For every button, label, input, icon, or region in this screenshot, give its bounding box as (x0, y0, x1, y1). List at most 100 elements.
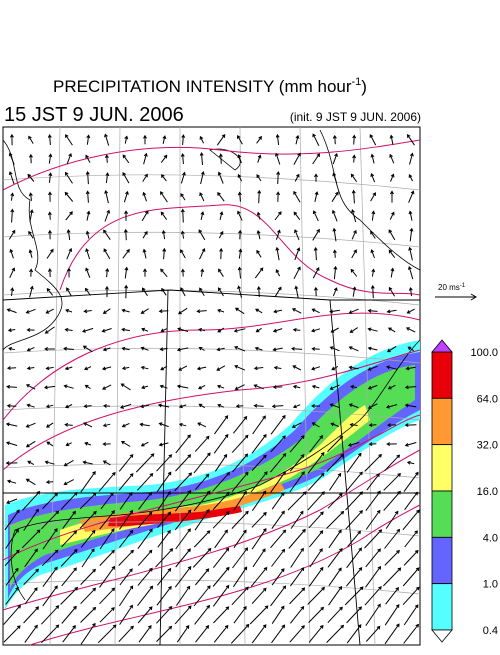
precip-moderate (8, 352, 420, 600)
wind-arrow (194, 509, 210, 531)
wind-arrow (312, 267, 320, 279)
wind-arrow (28, 230, 34, 239)
wind-arrow (289, 454, 305, 472)
wind-arrow (237, 266, 242, 279)
wind-arrow (404, 442, 417, 447)
color-legend: 100.0 64.0 32.0 16.0 4.0 1.0 0.4 (431, 339, 498, 643)
wind-arrow (294, 173, 300, 182)
wind-arrow (192, 547, 212, 568)
wind-arrow (195, 568, 210, 586)
wind-arrow (195, 625, 210, 643)
wind-arrow (25, 308, 36, 314)
legend-under (431, 629, 453, 643)
legend-swatch (431, 444, 453, 492)
wind-arrow (408, 210, 413, 221)
wind-arrow (350, 384, 358, 389)
wind-arrow (234, 346, 246, 352)
wind-arrow (6, 384, 17, 389)
wind-arrow (24, 548, 38, 568)
wind-arrow (137, 511, 153, 529)
wind-arrow (8, 171, 15, 185)
wind-arrow (47, 191, 52, 202)
wind-arrow (213, 433, 229, 454)
wind-arrow (178, 404, 187, 409)
wind-arrow (142, 173, 148, 182)
wind-arrow (390, 173, 395, 182)
valid-time: 15 JST 9 JUN. 2006 (4, 104, 184, 126)
wind-arrow (118, 625, 134, 643)
wind-arrow (102, 423, 111, 428)
wind-arrow (384, 623, 400, 645)
wind-arrow (251, 527, 267, 550)
wind-arrow (346, 452, 362, 473)
wind-arrow (312, 228, 320, 241)
wind-arrow (367, 327, 378, 332)
wind-arrow (63, 459, 74, 467)
wind-arrow (213, 606, 230, 624)
wind-arrow (5, 441, 18, 446)
wind-arrow (328, 567, 342, 587)
wind-arrow (141, 385, 149, 390)
wind-arrow (404, 385, 417, 390)
wind-scale-label: 20 ms-1 (438, 283, 466, 292)
wind-arrow (199, 135, 205, 144)
title: PRECIPITATION INTENSITY (mm hour-1) (53, 76, 367, 96)
wind-arrow (103, 229, 111, 240)
wind-arrow (386, 309, 397, 314)
wind-arrow (139, 422, 150, 427)
wind-arrow (41, 624, 60, 644)
wind-arrow (409, 152, 414, 165)
wind-arrow (216, 347, 225, 352)
wind-arrow (104, 189, 109, 204)
wind-arrow (217, 308, 225, 313)
wind-arrow (370, 192, 376, 202)
wind-arrow (121, 366, 130, 371)
wind-arrow (250, 471, 268, 493)
wind-arrow (217, 384, 225, 389)
wind-arrow (384, 603, 400, 626)
wind-arrow (159, 347, 168, 352)
wind-arrow (175, 454, 192, 472)
wind-arrow (160, 328, 167, 333)
wind-arrow (45, 480, 54, 485)
wind-arrow (330, 422, 339, 427)
legend-swatch (431, 351, 453, 399)
legend-label: 0.4 (483, 625, 498, 637)
wind-arrow (389, 134, 394, 145)
wind-arrow (294, 229, 300, 241)
wind-arrow (28, 153, 33, 164)
wind-arrow (101, 366, 112, 371)
wind-arrow (327, 547, 343, 568)
wind-arrow (124, 135, 129, 144)
wind-arrow (352, 286, 357, 297)
wind-arrow (121, 308, 130, 313)
wind-arrow (390, 267, 395, 278)
wind-arrow (64, 327, 73, 332)
wind-arrow (84, 287, 91, 296)
wind-arrow (367, 308, 378, 313)
wind-arrow (26, 327, 35, 332)
wind-arrow (367, 365, 378, 371)
wind-arrow (85, 248, 91, 260)
wind-arrow (46, 248, 54, 259)
wind-arrow (214, 529, 228, 549)
wind-arrow (162, 135, 167, 145)
wind-arrow (118, 453, 134, 472)
wind-arrow (141, 210, 149, 222)
wind-arrow (29, 268, 34, 277)
wind-arrow (80, 587, 97, 605)
wind-arrow (6, 479, 17, 484)
wind-arrow (253, 384, 264, 390)
wind-arrow (64, 366, 73, 371)
wind-arrow (272, 328, 283, 333)
wind-arrow (22, 490, 41, 511)
wind-arrow (195, 473, 210, 490)
wind-arrow (367, 346, 378, 351)
wind-arrow (367, 384, 378, 390)
wind-arrow (257, 154, 262, 163)
wind-arrow (237, 285, 242, 298)
wind-arrow (345, 510, 363, 530)
wind-arrow (180, 287, 186, 297)
wind-arrow (46, 287, 54, 296)
wind-arrow (85, 154, 91, 163)
